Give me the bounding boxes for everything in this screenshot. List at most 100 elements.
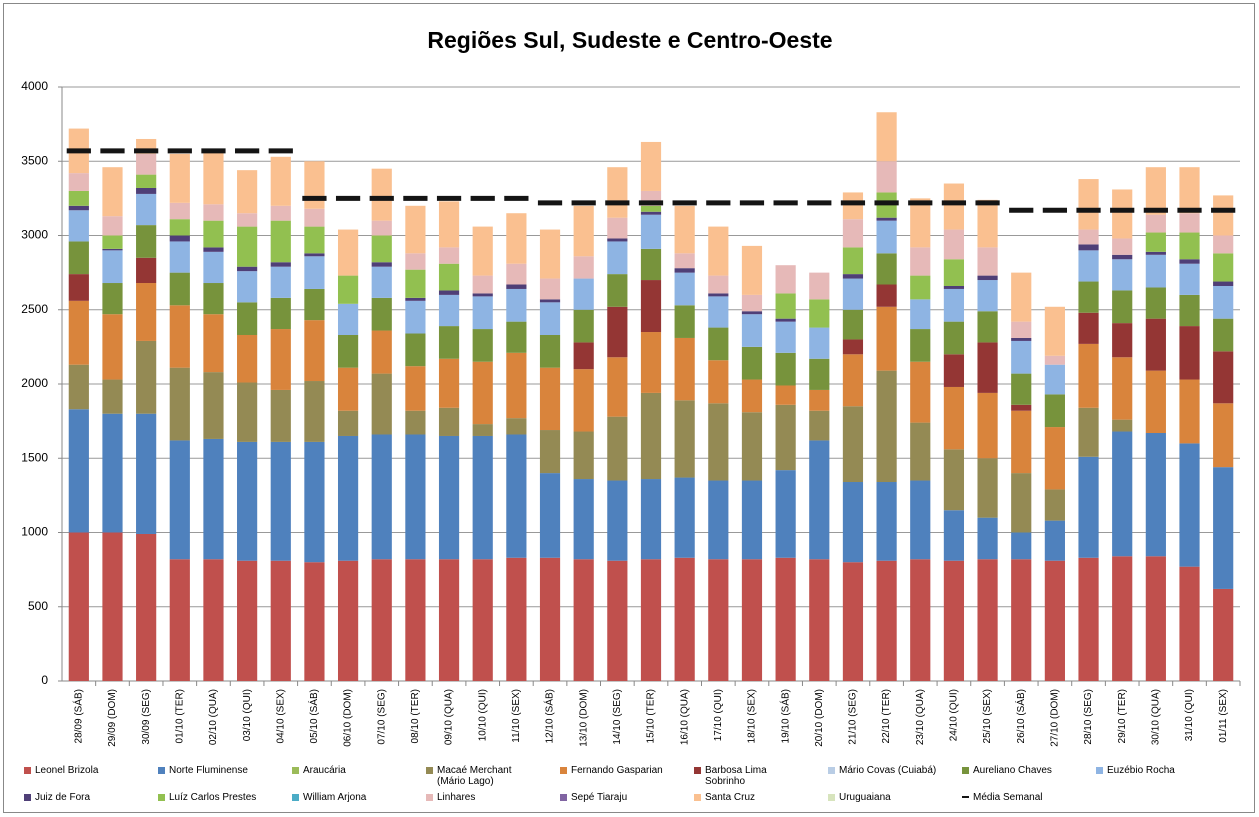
bar-segment	[910, 275, 931, 300]
bar-segment	[1078, 244, 1099, 251]
bar-segment	[775, 557, 796, 681]
x-tick-label: 16/10 (QUA)	[679, 689, 690, 745]
bar-segment	[741, 346, 763, 380]
bar-segment	[640, 141, 662, 191]
bar-segment	[708, 293, 729, 297]
legend-item: Uruguaiana	[828, 792, 940, 803]
bar-segment	[304, 256, 325, 289]
bar-segment	[876, 112, 897, 162]
bar-segment	[371, 434, 392, 560]
y-tick-label: 1500	[21, 450, 48, 464]
bar-segment	[68, 274, 89, 301]
bar-segment	[1078, 281, 1099, 313]
legend-swatch	[426, 794, 433, 801]
bar-segment	[607, 306, 628, 358]
x-tick-label: 07/10 (SEG)	[376, 689, 387, 745]
bar-segment	[708, 275, 729, 294]
x-tick-label: 22/10 (TER)	[881, 689, 892, 743]
legend-swatch	[962, 767, 969, 774]
x-tick-label: 08/10 (TER)	[410, 689, 421, 743]
legend-swatch	[292, 767, 299, 774]
y-tick-label: 2000	[21, 376, 48, 390]
bar-segment	[304, 562, 325, 681]
bar-segment	[1112, 189, 1133, 239]
bar-segment	[438, 435, 460, 560]
legend-label: Fernando Gasparian	[571, 765, 663, 776]
bar-segment	[371, 373, 392, 435]
bar-segment	[741, 559, 763, 681]
bar-segment	[405, 410, 426, 435]
bar-segment	[943, 510, 965, 561]
bar-segment	[741, 379, 763, 413]
bar-segment	[943, 288, 965, 322]
bar-segment	[405, 559, 426, 681]
bar-segment	[1044, 560, 1065, 681]
bar-segment	[573, 479, 594, 560]
bar-segment	[1112, 290, 1133, 324]
legend-swatch	[292, 794, 299, 801]
bar-segment	[842, 192, 864, 220]
legend-label: Sepé Tiaraju	[571, 792, 628, 803]
bar-segment	[1145, 556, 1166, 681]
x-tick-label: 14/10 (SEG)	[612, 689, 623, 745]
bar-segment	[304, 288, 325, 321]
legend-swatch	[158, 794, 165, 801]
legend-item: Mário Covas (Cuiabá)	[828, 765, 940, 776]
bar-segment	[136, 340, 157, 414]
bar-segment	[775, 404, 796, 471]
bar-segment	[775, 470, 796, 558]
bar-segment	[1112, 419, 1133, 432]
bar-segment	[539, 278, 561, 300]
bar-segment	[1145, 214, 1166, 233]
bar-segment	[304, 320, 325, 382]
bar-segment	[842, 274, 864, 279]
bar-segment	[640, 280, 662, 333]
bar-segment	[1011, 340, 1032, 374]
legend-swatch	[158, 767, 165, 774]
legend-item: Norte Fluminense	[158, 765, 270, 776]
bar-segment	[405, 333, 426, 367]
legend-label: Mário Covas (Cuiabá)	[839, 765, 937, 776]
bar-segment	[708, 559, 729, 681]
bar-segment	[270, 389, 291, 442]
bar-segment	[506, 557, 527, 681]
bar-segment	[405, 205, 426, 254]
bar-segment	[506, 321, 527, 353]
chart-frame	[3, 3, 1255, 813]
bar-segment	[270, 560, 291, 681]
x-tick-label: 03/10 (QUI)	[242, 689, 253, 741]
bar-segment	[1213, 351, 1234, 404]
bar-segment	[1179, 443, 1200, 567]
bar-segment	[842, 278, 864, 310]
legend-label: Linhares	[437, 792, 476, 803]
bar-segment	[136, 153, 157, 175]
bar-segment	[237, 213, 258, 227]
bar-segment	[674, 205, 695, 254]
legend-label: Leonel Brizola	[35, 765, 99, 776]
bar-segment	[573, 309, 594, 343]
bar-segment	[169, 367, 190, 441]
bar-segment	[1179, 259, 1200, 264]
bar-segment	[472, 226, 493, 276]
bar-segment	[136, 193, 157, 226]
bar-segment	[1145, 287, 1166, 319]
bar-segment	[1179, 566, 1200, 681]
bar-segment	[337, 367, 359, 411]
bar-segment	[237, 382, 258, 442]
bar-segment	[539, 473, 561, 558]
legend-label: Uruguaiana	[839, 792, 891, 803]
bar-segment	[1044, 355, 1065, 365]
bar-segment	[304, 253, 325, 257]
bar-segment	[1044, 306, 1065, 356]
bar-segment	[405, 269, 426, 298]
bar-segment	[136, 187, 157, 194]
bar-segment	[1145, 433, 1166, 557]
bar-segment	[102, 532, 123, 681]
bar-segment	[237, 226, 258, 267]
bar-segment	[1213, 235, 1234, 254]
bar-segment	[102, 167, 123, 217]
bar-segment	[1078, 312, 1099, 344]
bar-segment	[876, 161, 897, 193]
legend-swatch	[24, 794, 31, 801]
bar-segment	[506, 352, 527, 419]
